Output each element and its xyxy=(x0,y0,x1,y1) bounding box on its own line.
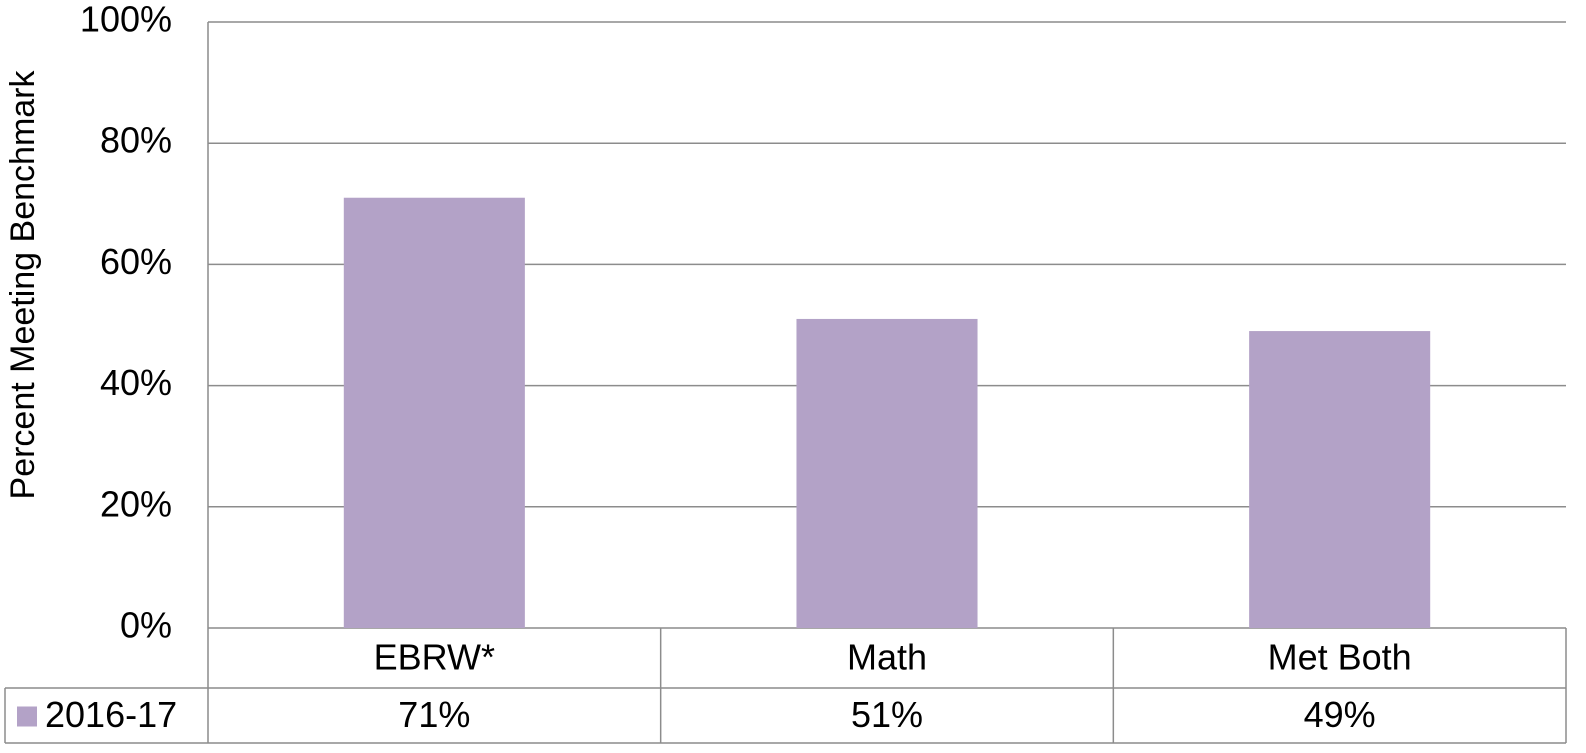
y-tick-label: 60% xyxy=(100,241,172,282)
bar xyxy=(1249,331,1431,628)
y-tick-label: 0% xyxy=(120,605,172,646)
y-tick-label: 20% xyxy=(100,483,172,524)
table-value: 71% xyxy=(398,694,470,735)
y-tick-label: 40% xyxy=(100,362,172,403)
y-axis-title: Percent Meeting Benchmark xyxy=(4,70,42,500)
legend-label: 2016-17 xyxy=(45,694,177,735)
x-tick-label: EBRW* xyxy=(374,637,495,678)
x-tick-label: Math xyxy=(847,637,927,678)
x-tick-label: Met Both xyxy=(1268,637,1412,678)
table-value: 49% xyxy=(1304,694,1376,735)
y-tick-label: 80% xyxy=(100,120,172,161)
table-value: 51% xyxy=(851,694,923,735)
y-tick-label: 100% xyxy=(80,0,172,40)
bar xyxy=(343,197,525,629)
bar xyxy=(796,318,978,628)
legend-swatch xyxy=(17,706,37,727)
